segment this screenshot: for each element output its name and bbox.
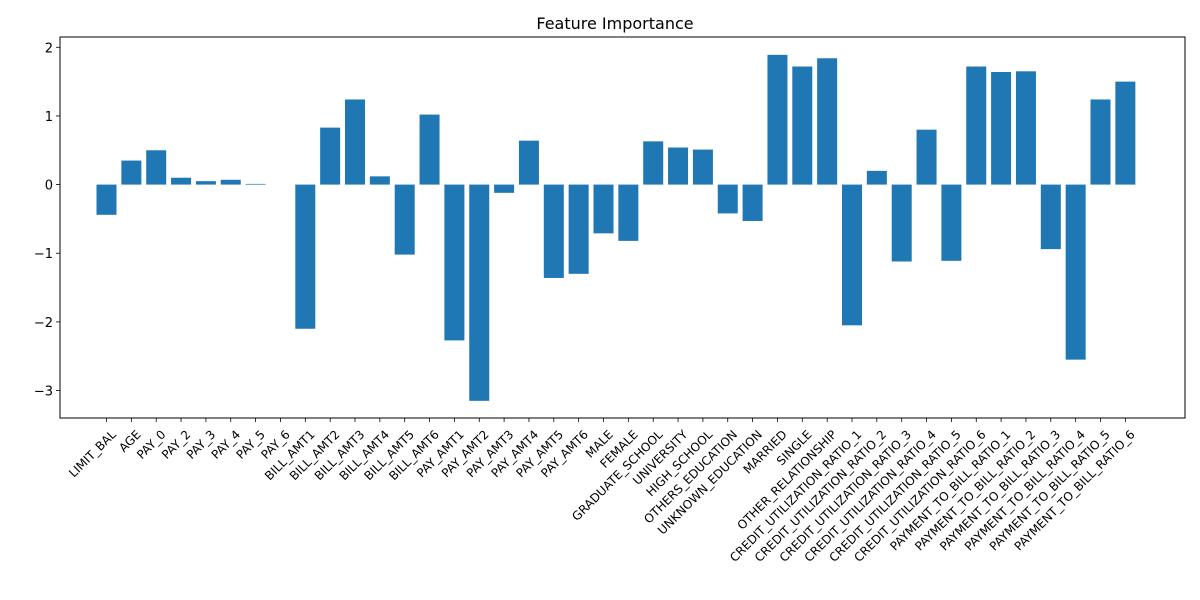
y-tick-label: 0 bbox=[45, 179, 53, 194]
bar-credit-utilization-ratio-5 bbox=[941, 184, 962, 261]
bar-bill-amt3 bbox=[345, 99, 365, 185]
bar-pay-amt3 bbox=[494, 184, 515, 193]
bar-graduate-school bbox=[643, 141, 664, 185]
plot-frame bbox=[59, 36, 1186, 419]
bar-bill-amt4 bbox=[369, 176, 390, 185]
bar-other-relationship bbox=[817, 58, 838, 185]
bar-married bbox=[767, 54, 788, 185]
x-tick-label: LIMIT_BAL bbox=[66, 427, 119, 480]
bar-pay-amt5 bbox=[543, 184, 564, 278]
y-tick-label: 2 bbox=[45, 41, 53, 56]
bar-pay-amt4 bbox=[518, 140, 539, 185]
bar-bill-amt6 bbox=[419, 114, 440, 185]
x-axis: LIMIT_BALAGEPAY_0PAY_2PAY_3PAY_4PAY_5PAY… bbox=[66, 418, 1138, 565]
bar-payment-to-bill-ratio-4 bbox=[1065, 184, 1086, 360]
bar-payment-to-bill-ratio-6 bbox=[1115, 81, 1136, 185]
bar-credit-utilization-ratio-2 bbox=[866, 170, 887, 185]
bar-bill-amt1 bbox=[295, 184, 316, 329]
bar-pay-2 bbox=[171, 177, 192, 185]
bar-payment-to-bill-ratio-3 bbox=[1040, 184, 1061, 250]
bar-pay-amt2 bbox=[469, 184, 490, 401]
bar-female bbox=[618, 184, 639, 241]
bar-payment-to-bill-ratio-5 bbox=[1090, 99, 1111, 185]
bar-credit-utilization-ratio-4 bbox=[916, 129, 937, 185]
y-tick-label: −1 bbox=[34, 247, 53, 262]
bar-payment-to-bill-ratio-1 bbox=[991, 72, 1012, 185]
bar-bill-amt5 bbox=[394, 184, 415, 255]
bar-limit-bal bbox=[96, 184, 117, 215]
bar-single bbox=[792, 66, 813, 185]
bar-bill-amt2 bbox=[320, 127, 341, 185]
bar-pay-0 bbox=[146, 150, 167, 185]
bar-credit-utilization-ratio-1 bbox=[842, 184, 862, 326]
bar-pay-4 bbox=[220, 179, 241, 185]
bars-group bbox=[96, 54, 1136, 401]
bar-age bbox=[121, 160, 142, 185]
bar-high-school bbox=[692, 149, 713, 185]
bar-university bbox=[668, 147, 689, 185]
bar-credit-utilization-ratio-3 bbox=[891, 184, 912, 262]
y-tick-label: 1 bbox=[45, 110, 53, 125]
y-axis: −3 −2 −1 0 1 2 bbox=[34, 41, 60, 400]
chart-title: Feature Importance bbox=[536, 14, 693, 33]
bar-pay-amt1 bbox=[444, 184, 465, 341]
bar-credit-utilization-ratio-6 bbox=[966, 66, 987, 185]
y-tick-label: −3 bbox=[34, 385, 53, 400]
bar-payment-to-bill-ratio-2 bbox=[1015, 71, 1036, 185]
bar-pay-3 bbox=[195, 181, 216, 185]
bar-pay-5 bbox=[245, 183, 266, 185]
bar-unknown-education bbox=[742, 184, 763, 221]
bar-male bbox=[593, 184, 614, 234]
y-tick-label: −2 bbox=[34, 316, 53, 331]
bar-others-education bbox=[717, 184, 738, 214]
bar-pay-amt6 bbox=[568, 184, 589, 274]
